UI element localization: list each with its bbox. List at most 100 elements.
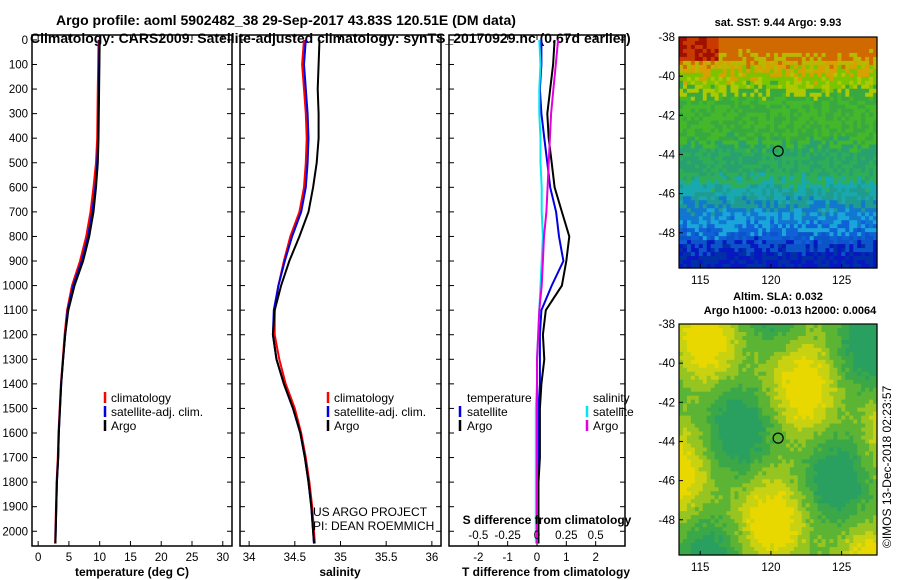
map-cell [742, 463, 747, 468]
map-cell [694, 88, 700, 94]
map-cell [694, 351, 700, 357]
map-cell [766, 331, 771, 337]
map-cell [686, 415, 692, 421]
map-cell [730, 264, 736, 269]
map-cell [754, 208, 759, 213]
map-cell [730, 415, 736, 421]
map-cell [837, 144, 842, 150]
map-cell [774, 371, 779, 377]
map-cell [829, 84, 835, 90]
map-cell [845, 228, 850, 233]
map-cell [718, 363, 724, 369]
map-cell [797, 48, 803, 54]
map-cell [722, 216, 728, 221]
map-cell [690, 112, 696, 118]
map-cell [793, 371, 799, 377]
map-cell [690, 371, 696, 377]
map-cell [734, 124, 739, 130]
map-cell [869, 379, 874, 385]
map-cell [706, 184, 712, 189]
map-cell [785, 208, 791, 213]
map-cell [702, 168, 708, 174]
map-cell [722, 48, 728, 54]
map-cell [750, 415, 755, 421]
map-cell [686, 236, 692, 241]
map-cell [861, 192, 866, 197]
map-cell [746, 124, 751, 130]
map-cell [750, 363, 755, 369]
map-cell [781, 399, 787, 405]
map-cell [706, 132, 712, 138]
map-cell [718, 100, 724, 106]
map-cell [869, 220, 874, 225]
map-cell [762, 252, 767, 257]
map-cell [817, 463, 823, 468]
map-cell [853, 415, 858, 421]
map-cell [873, 92, 878, 98]
map-cell [770, 455, 775, 461]
map-cell [837, 459, 842, 464]
map-cell [857, 431, 862, 437]
map-cell [781, 407, 787, 413]
map-cell [686, 355, 692, 361]
x-tick-label: 0 [35, 552, 41, 564]
map-cell [873, 37, 878, 42]
map-cell [853, 240, 858, 245]
map-cell [813, 423, 819, 429]
map-cell [801, 188, 807, 193]
map-cell [758, 236, 763, 241]
map-cell [809, 208, 815, 213]
map-cell [817, 60, 823, 66]
map-cell [785, 431, 791, 437]
map-cell [841, 379, 846, 385]
map-cell [762, 180, 767, 185]
map-cell [714, 371, 720, 377]
map-cell [766, 411, 771, 417]
map-cell [770, 252, 775, 257]
map-cell [778, 463, 783, 468]
map-cell [801, 176, 807, 181]
map-cell [738, 112, 743, 118]
map-cell [841, 419, 846, 425]
map-cell [825, 116, 831, 122]
map-cell [845, 431, 850, 437]
map-cell [833, 431, 838, 437]
map-cell [793, 136, 799, 142]
map-cell [682, 439, 688, 445]
map-cell [698, 148, 704, 154]
map-cell [774, 92, 779, 98]
map-cell [853, 363, 858, 369]
map-cell [793, 451, 799, 457]
map-cell [718, 200, 724, 205]
map-cell [789, 236, 795, 241]
map-cell [710, 411, 716, 417]
map-cell [734, 339, 739, 345]
map-cell [821, 228, 827, 233]
map-cell [766, 64, 771, 70]
map-cell [698, 88, 704, 94]
map-cell [857, 367, 862, 373]
map-cell [774, 160, 779, 166]
map-cell [722, 37, 728, 42]
map-cell [781, 264, 787, 269]
map-cell [746, 92, 751, 98]
map-cell [861, 371, 866, 377]
map-y-tick-label: -40 [658, 71, 675, 83]
map-cell [698, 327, 704, 333]
map-cell [821, 120, 827, 126]
map-cell [706, 264, 712, 269]
map-cell [690, 439, 696, 445]
map-cell [825, 124, 831, 130]
map-cell [694, 415, 700, 421]
map-cell [817, 112, 823, 118]
map-cell [679, 92, 684, 98]
map-cell [754, 399, 759, 405]
map-cell [781, 160, 787, 166]
map-cell [698, 467, 704, 472]
map-cell [789, 463, 795, 468]
map-cell [849, 208, 854, 213]
map-cell [754, 407, 759, 413]
map-cell [682, 76, 688, 82]
map-cell [778, 327, 783, 333]
map-cell [809, 324, 815, 329]
